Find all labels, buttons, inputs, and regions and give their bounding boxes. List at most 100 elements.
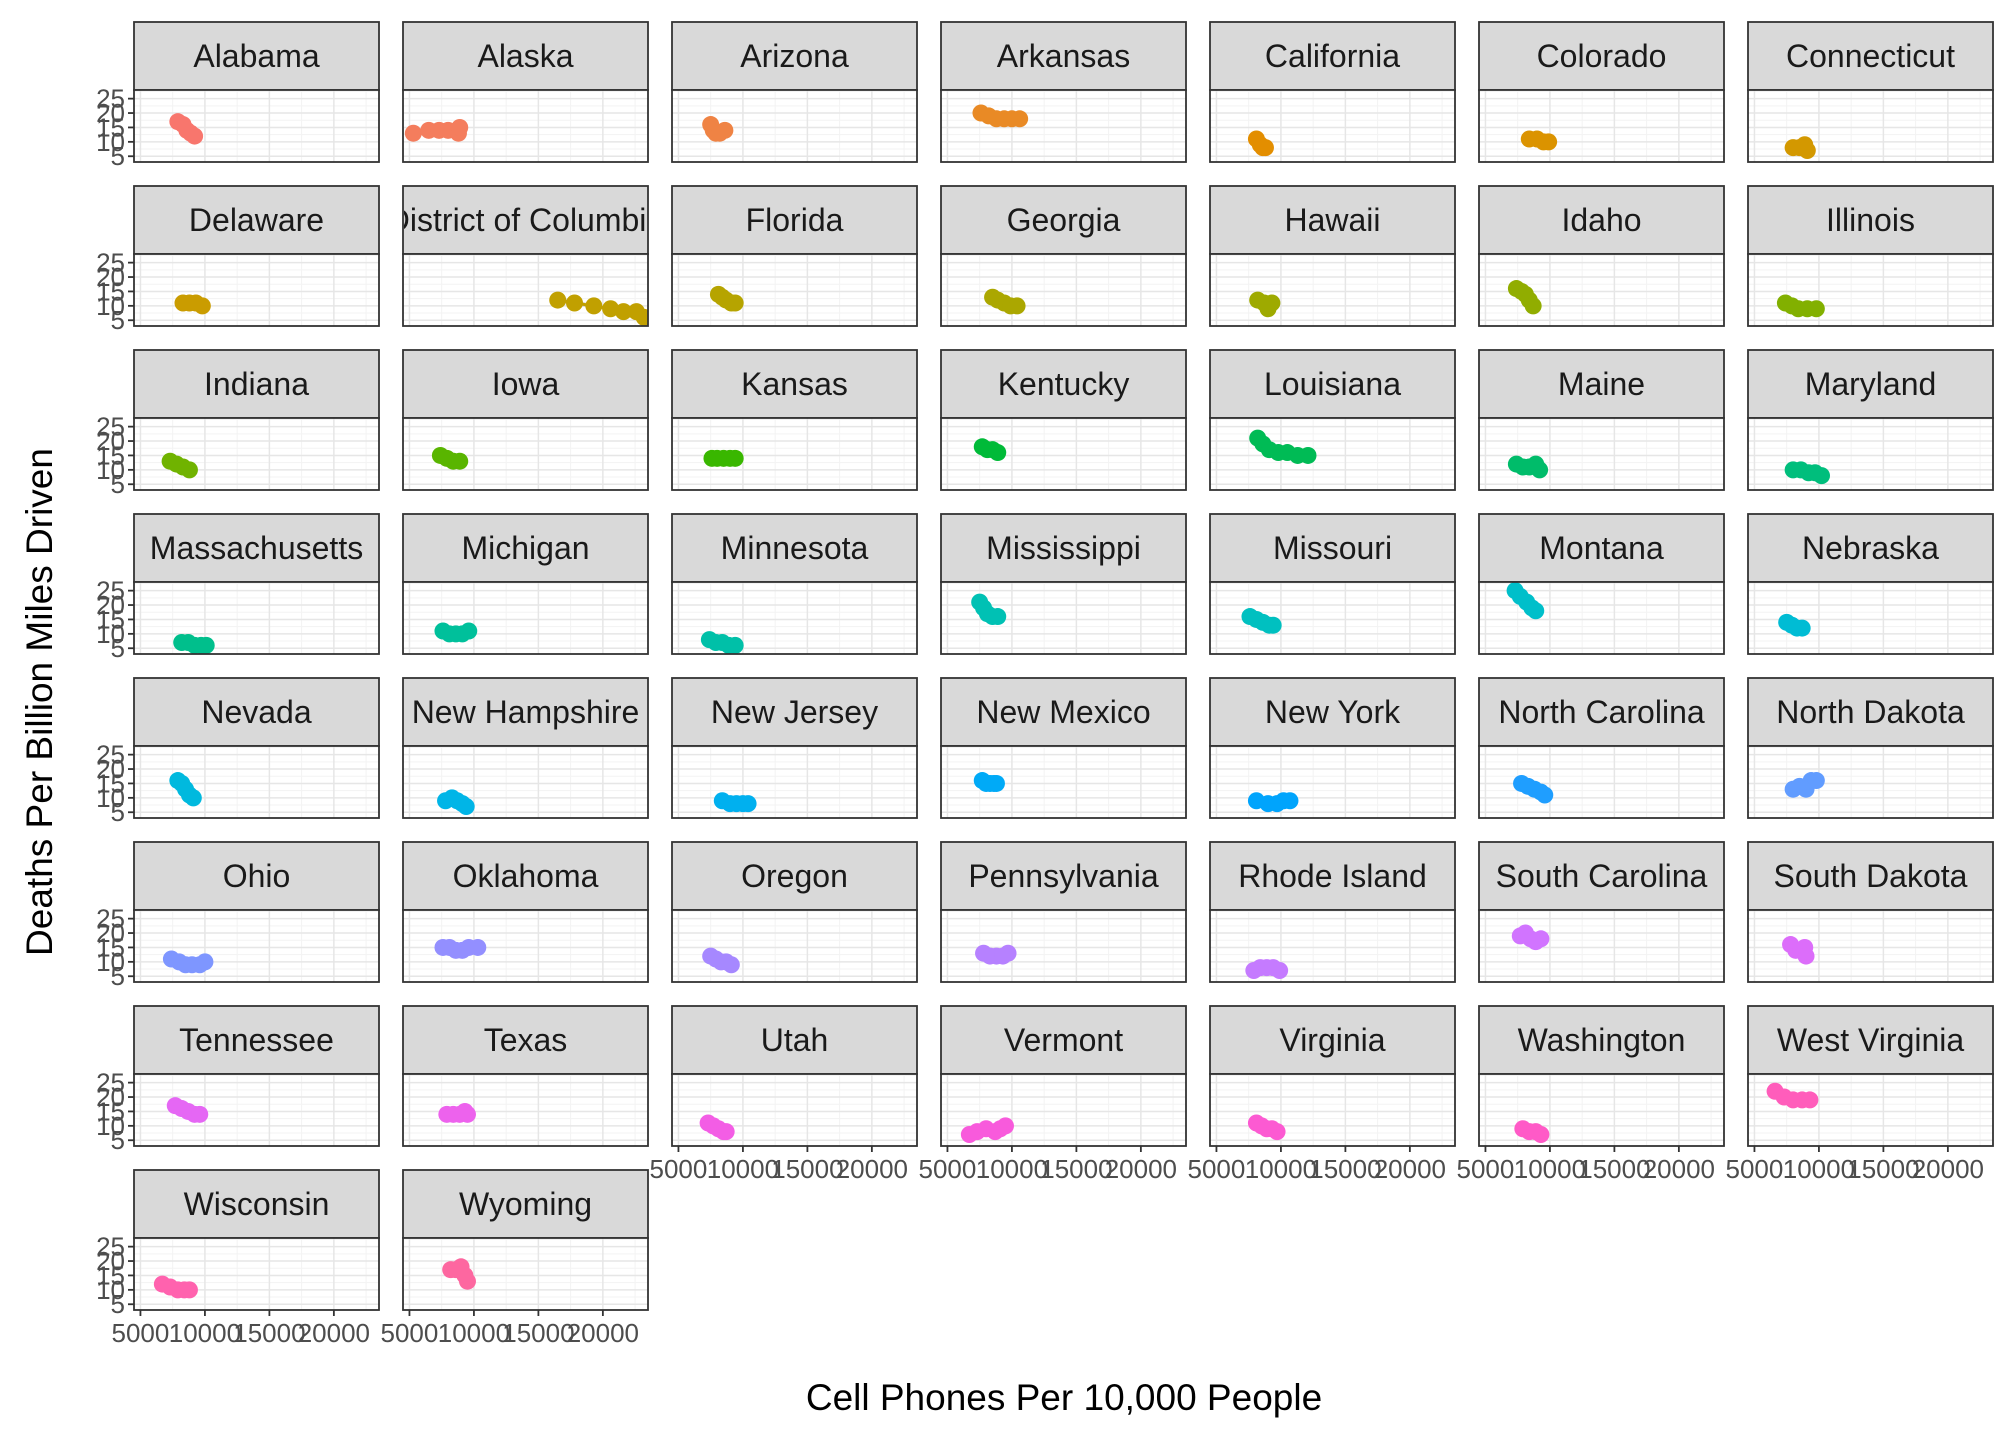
panel-border (1478, 417, 1725, 491)
data-point (1807, 300, 1825, 318)
x-tick-label: 15000 (502, 1318, 574, 1348)
panel-grid (1479, 910, 1724, 982)
panel-background (941, 582, 1186, 654)
data-point (193, 297, 211, 315)
x-tick-label: 15000 (1309, 1154, 1381, 1184)
data-point (549, 291, 567, 309)
panel-border (1478, 581, 1725, 655)
panel-border (133, 89, 380, 163)
x-tick-label: 20000 (1912, 1154, 1984, 1184)
x-tick-label: 5000 (1726, 1154, 1784, 1184)
facet-strip (940, 349, 1187, 419)
panel-background (672, 746, 917, 818)
facet-strip (1747, 349, 1994, 419)
facet-strip (402, 21, 649, 91)
panel-border (671, 89, 918, 163)
facet-strip-label: Florida (746, 202, 844, 238)
y-tick-label: 20 (96, 754, 125, 784)
facet-strip (940, 677, 1187, 747)
panel-border (671, 909, 918, 983)
panel-background (134, 418, 379, 490)
facet-georgia: Georgia (940, 185, 1187, 327)
panel-background (134, 254, 379, 326)
panel-background (672, 254, 917, 326)
y-tick-label: 5 (111, 1125, 125, 1155)
panel-border (1209, 253, 1456, 327)
y-tick-label: 15 (96, 276, 125, 306)
panel-background (1210, 90, 1455, 162)
facet-strip (1747, 677, 1994, 747)
y-tick-label: 20 (96, 426, 125, 456)
facet-strip (940, 513, 1187, 583)
data-point (1271, 961, 1289, 979)
facet-strip (133, 513, 380, 583)
panel-border (940, 909, 1187, 983)
data-point (717, 1123, 735, 1141)
panel-border (940, 745, 1187, 819)
facet-strip-label: West Virginia (1777, 1022, 1965, 1058)
panel-background (1479, 418, 1724, 490)
y-tick-label: 25 (96, 576, 125, 606)
data-point (1263, 294, 1281, 312)
x-tick-label: 5000 (381, 1318, 439, 1348)
facet-strip-label: Ohio (223, 858, 291, 894)
y-tick-label: 20 (96, 1246, 125, 1276)
facet-alaska: Alaska (402, 21, 649, 163)
y-tick-label: 10 (96, 455, 125, 485)
facet-strip-label: Alaska (477, 38, 573, 74)
facet-iowa: Iowa (402, 349, 649, 491)
y-tick-label: 25 (96, 1068, 125, 1098)
y-tick-label: 15 (96, 1260, 125, 1290)
data-point (635, 308, 648, 326)
panel-border (1209, 909, 1456, 983)
y-tick-label: 5 (111, 141, 125, 171)
panel-background (1748, 1074, 1993, 1146)
panel-border (133, 745, 380, 819)
facet-strip (671, 349, 918, 419)
panel-border (133, 417, 380, 491)
facet-strip-label: Louisiana (1264, 366, 1401, 402)
data-point (602, 300, 620, 318)
data-point (1011, 110, 1029, 128)
facet-strip (1478, 677, 1725, 747)
facet-strip (671, 513, 918, 583)
facet-maryland: Maryland (1747, 349, 1994, 491)
panel-border (402, 581, 649, 655)
panel-background (1210, 418, 1455, 490)
data-point (996, 1117, 1014, 1135)
data-point (1536, 786, 1554, 804)
data-point (1807, 772, 1825, 790)
data-point (989, 608, 1007, 626)
y-tick-label: 25 (96, 412, 125, 442)
facet-rhode-island: Rhode Island (1209, 841, 1456, 983)
facet-oregon: Oregon (671, 841, 918, 983)
panel-background (1748, 90, 1993, 162)
panel-background (134, 910, 379, 982)
data-point (180, 1281, 198, 1299)
y-tick-label: 10 (96, 783, 125, 813)
data-point (1813, 467, 1830, 485)
panel-border (1209, 745, 1456, 819)
facet-strip-label: Alabama (193, 38, 320, 74)
facet-district-of-columbia: District of Columbia (402, 185, 649, 327)
panel-background (941, 910, 1186, 982)
panel-grid (403, 90, 648, 162)
panel-grid (672, 90, 917, 162)
facet-strip (1478, 841, 1725, 911)
facet-minnesota: Minnesota (671, 513, 918, 655)
x-tick-label: 5000 (1457, 1154, 1515, 1184)
facet-mississippi: Mississippi (940, 513, 1187, 655)
facet-strip (940, 21, 1187, 91)
facet-strip-label: Oklahoma (453, 858, 599, 894)
facet-strip-label: Arkansas (997, 38, 1130, 74)
facet-strip (1209, 841, 1456, 911)
facet-strip-label: Mississippi (986, 530, 1141, 566)
panel-grid (941, 254, 1186, 326)
y-tick-label: 25 (96, 248, 125, 278)
x-tick-label: 20000 (567, 1318, 639, 1348)
